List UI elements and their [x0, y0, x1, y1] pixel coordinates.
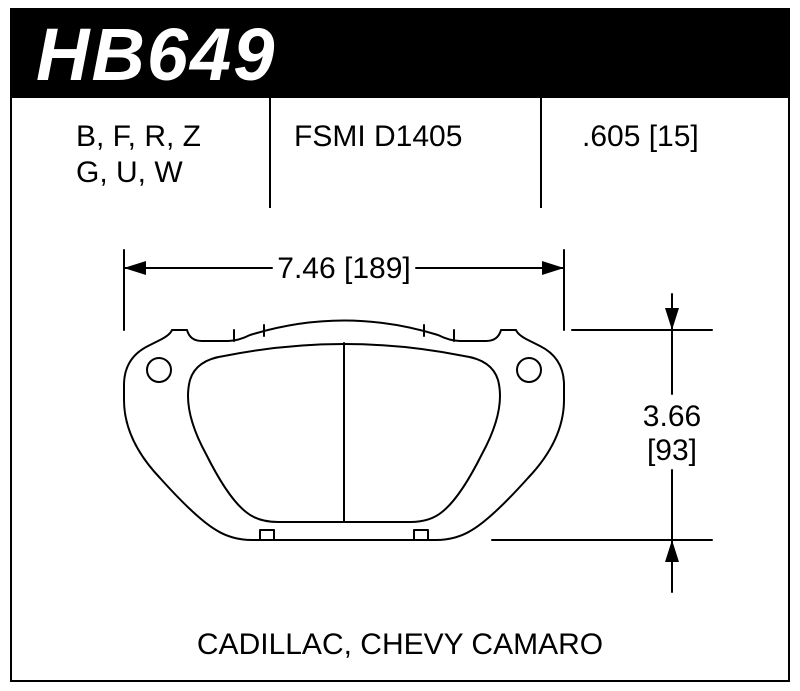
- separator-1: [269, 98, 271, 208]
- mount-hole-right: [517, 358, 541, 382]
- diagram-frame: HB649 B, F, R, Z G, U, W FSMI D1405 .605…: [10, 8, 790, 682]
- pad-drawing: 7.46 [189] 3.66 [93]: [12, 210, 792, 640]
- width-dimension: 7.46 [189]: [277, 252, 410, 285]
- mount-hole-left: [147, 358, 171, 382]
- part-number: HB649: [36, 12, 276, 97]
- compound-codes-line2: G, U, W: [76, 154, 183, 192]
- height-dimension-value: 3.66: [643, 400, 701, 433]
- vehicle-application: CADILLAC, CHEVY CAMARO: [12, 628, 788, 662]
- height-dimension-mm: [93]: [647, 434, 697, 467]
- spec-row: B, F, R, Z G, U, W FSMI D1405 .605 [15]: [12, 118, 788, 196]
- separator-2: [540, 98, 542, 208]
- thickness-dim: .605 [15]: [582, 118, 699, 156]
- compound-codes-line1: B, F, R, Z: [76, 118, 201, 156]
- fsmi-code: FSMI D1405: [294, 118, 462, 156]
- title-bar: HB649: [12, 10, 788, 98]
